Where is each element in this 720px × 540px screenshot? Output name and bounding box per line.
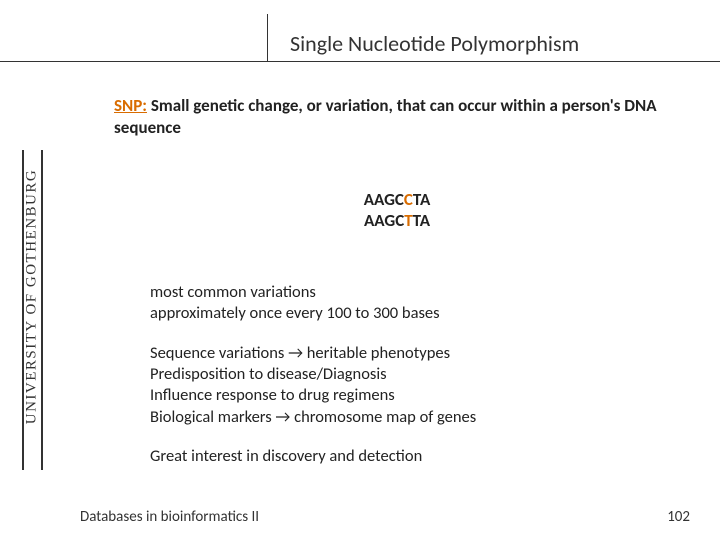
note-line: Great interest in discovery and detectio… [150, 446, 680, 467]
snp-definition-text: Small genetic change, or variation, that… [114, 95, 657, 138]
notes-block: most common variations approximately onc… [150, 282, 680, 468]
sequence-block: AAGCCTA AAGCTTA [114, 189, 680, 232]
snp-definition: SNP: Small genetic change, or variation,… [114, 95, 680, 139]
footer: Databases in bioinformatics II 102 [80, 508, 690, 526]
seq1-pre: AAGC [364, 189, 404, 210]
sidebar-rule-right [41, 150, 43, 470]
title-bar: Single Nucleotide Polymorphism [0, 16, 720, 62]
seq2-highlight: T [404, 210, 412, 231]
sidebar-university-label: UNIVERSITY OF GOTHENBURG [24, 152, 41, 442]
snp-prefix: SNP: [114, 95, 147, 116]
note-line: most common variations [150, 282, 680, 303]
sidebar-logo: UNIVERSITY OF GOTHENBURG [15, 150, 43, 470]
sequence-1: AAGCCTA [114, 189, 680, 210]
footer-page-number: 102 [667, 508, 690, 526]
footer-course-title: Databases in bioinformatics II [80, 508, 259, 526]
note-line: Sequence variations → heritable phenotyp… [150, 343, 680, 364]
note-line: Biological markers → chromosome map of g… [150, 407, 680, 428]
content-area: SNP: Small genetic change, or variation,… [114, 95, 680, 468]
sequence-2: AAGCTTA [114, 210, 680, 231]
seq2-post: TA [413, 210, 430, 231]
seq1-post: TA [413, 189, 430, 210]
title-divider [267, 14, 268, 62]
seq2-pre: AAGC [364, 210, 404, 231]
note-line: approximately once every 100 to 300 base… [150, 303, 680, 324]
seq1-highlight: C [404, 189, 413, 210]
slide-title: Single Nucleotide Polymorphism [290, 30, 579, 57]
note-line: Predisposition to disease/Diagnosis [150, 364, 680, 385]
note-line: Influence response to drug regimens [150, 385, 680, 406]
